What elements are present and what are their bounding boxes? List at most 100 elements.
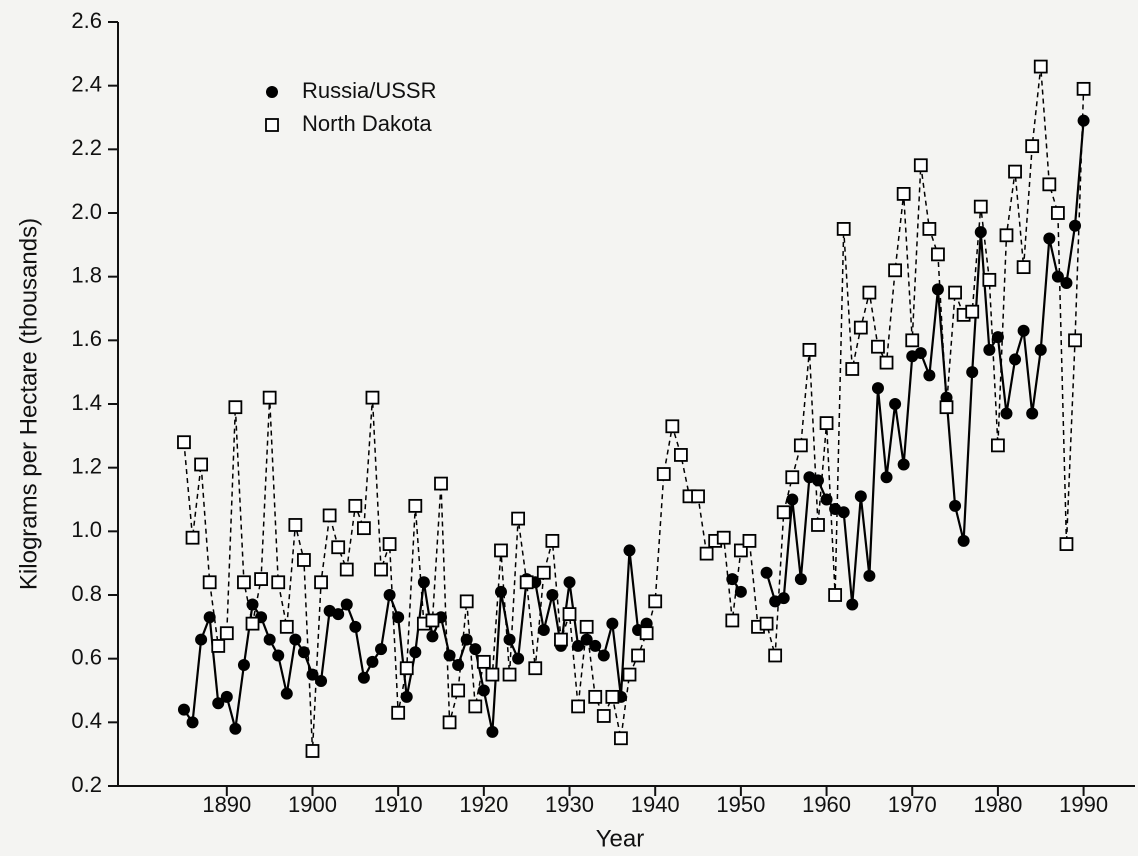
x-tick-label: 1890 bbox=[202, 792, 251, 817]
data-point bbox=[596, 709, 611, 723]
data-point bbox=[357, 671, 370, 684]
y-tick-label: 1.0 bbox=[71, 517, 102, 542]
data-point bbox=[862, 285, 877, 300]
data-point bbox=[905, 333, 920, 348]
data-point bbox=[923, 369, 936, 382]
data-point bbox=[305, 744, 320, 758]
x-axis-title: Year bbox=[596, 825, 645, 852]
data-point bbox=[648, 594, 663, 609]
y-tick-label: 2.0 bbox=[71, 199, 102, 224]
data-point bbox=[571, 699, 585, 714]
data-point bbox=[853, 320, 868, 335]
data-point bbox=[562, 607, 577, 621]
data-point bbox=[973, 199, 988, 214]
data-point bbox=[1043, 232, 1056, 245]
data-point bbox=[579, 619, 594, 634]
data-point bbox=[734, 585, 747, 598]
data-point bbox=[245, 616, 260, 631]
data-point bbox=[400, 690, 413, 703]
data-point bbox=[460, 633, 473, 646]
y-tick-label: 1.2 bbox=[71, 453, 102, 478]
data-point bbox=[452, 659, 465, 672]
data-point bbox=[254, 572, 268, 586]
data-point bbox=[477, 684, 490, 697]
y-tick-label: 1.8 bbox=[71, 262, 102, 287]
data-point bbox=[512, 652, 525, 665]
data-point bbox=[1060, 277, 1073, 290]
x-tick-label: 1910 bbox=[374, 792, 423, 817]
data-point bbox=[503, 633, 516, 646]
data-point bbox=[691, 489, 705, 504]
data-point bbox=[1025, 139, 1040, 154]
x-tick-label: 1930 bbox=[545, 792, 594, 817]
data-point bbox=[348, 498, 363, 513]
series-line bbox=[183, 120, 1085, 733]
x-tick-label: 1990 bbox=[1059, 792, 1108, 817]
data-point bbox=[486, 725, 499, 738]
data-point bbox=[811, 474, 824, 487]
data-point bbox=[793, 438, 808, 453]
data-point bbox=[699, 546, 714, 561]
data-point bbox=[879, 355, 894, 370]
data-point bbox=[356, 521, 371, 536]
data-point bbox=[896, 186, 911, 201]
data-point bbox=[442, 715, 457, 730]
data-point bbox=[725, 613, 740, 628]
data-point bbox=[202, 575, 217, 590]
y-tick-label: 2.2 bbox=[71, 135, 102, 160]
y-tick-label: 0.4 bbox=[71, 708, 102, 733]
data-point bbox=[279, 619, 294, 634]
data-point bbox=[288, 518, 303, 532]
data-point bbox=[519, 575, 534, 590]
data-point bbox=[219, 626, 234, 641]
data-point bbox=[528, 661, 543, 676]
data-point bbox=[399, 661, 414, 676]
data-point bbox=[777, 592, 790, 605]
data-point bbox=[1050, 206, 1065, 220]
data-point bbox=[836, 222, 851, 236]
data-point bbox=[897, 458, 910, 471]
data-point bbox=[614, 731, 628, 746]
data-point bbox=[297, 553, 311, 567]
data-point bbox=[383, 589, 396, 601]
data-point bbox=[237, 659, 250, 672]
data-point bbox=[1077, 114, 1090, 127]
data-point bbox=[606, 617, 619, 630]
data-point bbox=[1017, 324, 1030, 337]
data-point bbox=[195, 633, 208, 646]
data-point bbox=[212, 697, 225, 710]
data-point bbox=[631, 648, 645, 663]
data-point bbox=[983, 343, 996, 356]
x-tick-label: 1970 bbox=[888, 792, 937, 817]
data-point bbox=[1076, 81, 1091, 96]
data-point bbox=[622, 667, 637, 682]
data-point bbox=[819, 416, 834, 431]
data-point bbox=[914, 347, 927, 360]
data-point bbox=[554, 632, 568, 647]
data-point bbox=[991, 331, 1004, 344]
data-point bbox=[340, 598, 353, 611]
data-point bbox=[845, 362, 860, 376]
data-point bbox=[1000, 407, 1013, 420]
data-point bbox=[572, 639, 585, 652]
data-point bbox=[880, 471, 893, 484]
data-point bbox=[375, 643, 388, 656]
data-point bbox=[716, 530, 731, 545]
data-point bbox=[468, 699, 483, 714]
y-tick-label: 1.6 bbox=[71, 326, 102, 351]
data-point bbox=[802, 342, 817, 357]
data-point bbox=[854, 490, 867, 503]
data-point bbox=[451, 683, 466, 698]
data-point bbox=[476, 654, 491, 669]
data-point bbox=[365, 390, 380, 405]
x-tick-label: 1960 bbox=[802, 792, 851, 817]
data-point bbox=[931, 247, 945, 262]
y-tick-label: 2.4 bbox=[71, 71, 102, 96]
data-point bbox=[382, 537, 397, 551]
data-point bbox=[185, 530, 200, 545]
data-point bbox=[811, 518, 825, 532]
y-tick-label: 0.2 bbox=[71, 772, 102, 797]
data-point bbox=[1008, 164, 1022, 179]
data-point bbox=[991, 438, 1005, 453]
